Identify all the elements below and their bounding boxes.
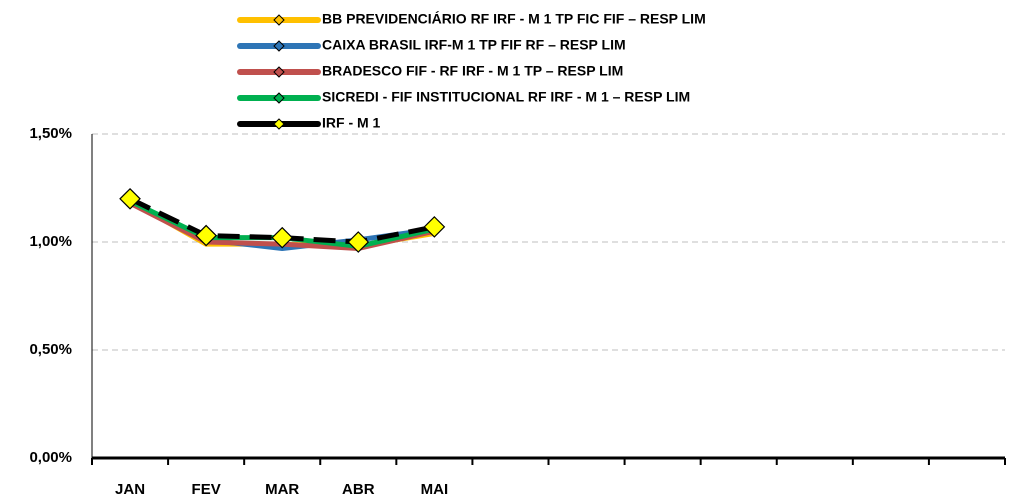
y-tick-label: 1,50% bbox=[29, 125, 72, 142]
legend-label: BRADESCO FIF - RF IRF - M 1 TP – RESP LI… bbox=[322, 63, 623, 79]
legend-label: BB PREVIDENCIÁRIO RF IRF - M 1 TP FIC FI… bbox=[322, 11, 706, 27]
y-tick-label: 0,50% bbox=[29, 341, 72, 358]
legend-marker bbox=[273, 66, 285, 78]
x-tick-label: ABR bbox=[342, 481, 375, 498]
marker bbox=[423, 216, 446, 238]
y-tick-label: 1,00% bbox=[29, 233, 72, 250]
x-tick-label: MAI bbox=[421, 481, 449, 498]
x-tick-label: FEV bbox=[192, 481, 221, 498]
legend-marker bbox=[273, 118, 285, 130]
legend-label: IRF - M 1 bbox=[322, 115, 381, 131]
marker bbox=[119, 187, 141, 210]
legend-marker bbox=[273, 14, 285, 26]
marker bbox=[271, 226, 294, 249]
legend-marker bbox=[273, 40, 285, 52]
marker bbox=[347, 231, 370, 253]
marker bbox=[195, 224, 217, 247]
x-tick-label: JAN bbox=[115, 481, 145, 498]
x-tick-label: MAR bbox=[265, 481, 299, 498]
legend-marker bbox=[273, 92, 285, 104]
legend-label: CAIXA BRASIL IRF-M 1 TP FIF RF – RESP LI… bbox=[322, 37, 626, 53]
y-tick-label: 0,00% bbox=[29, 449, 72, 466]
legend-label: SICREDI - FIF INSTITUCIONAL RF IRF - M 1… bbox=[322, 89, 690, 105]
